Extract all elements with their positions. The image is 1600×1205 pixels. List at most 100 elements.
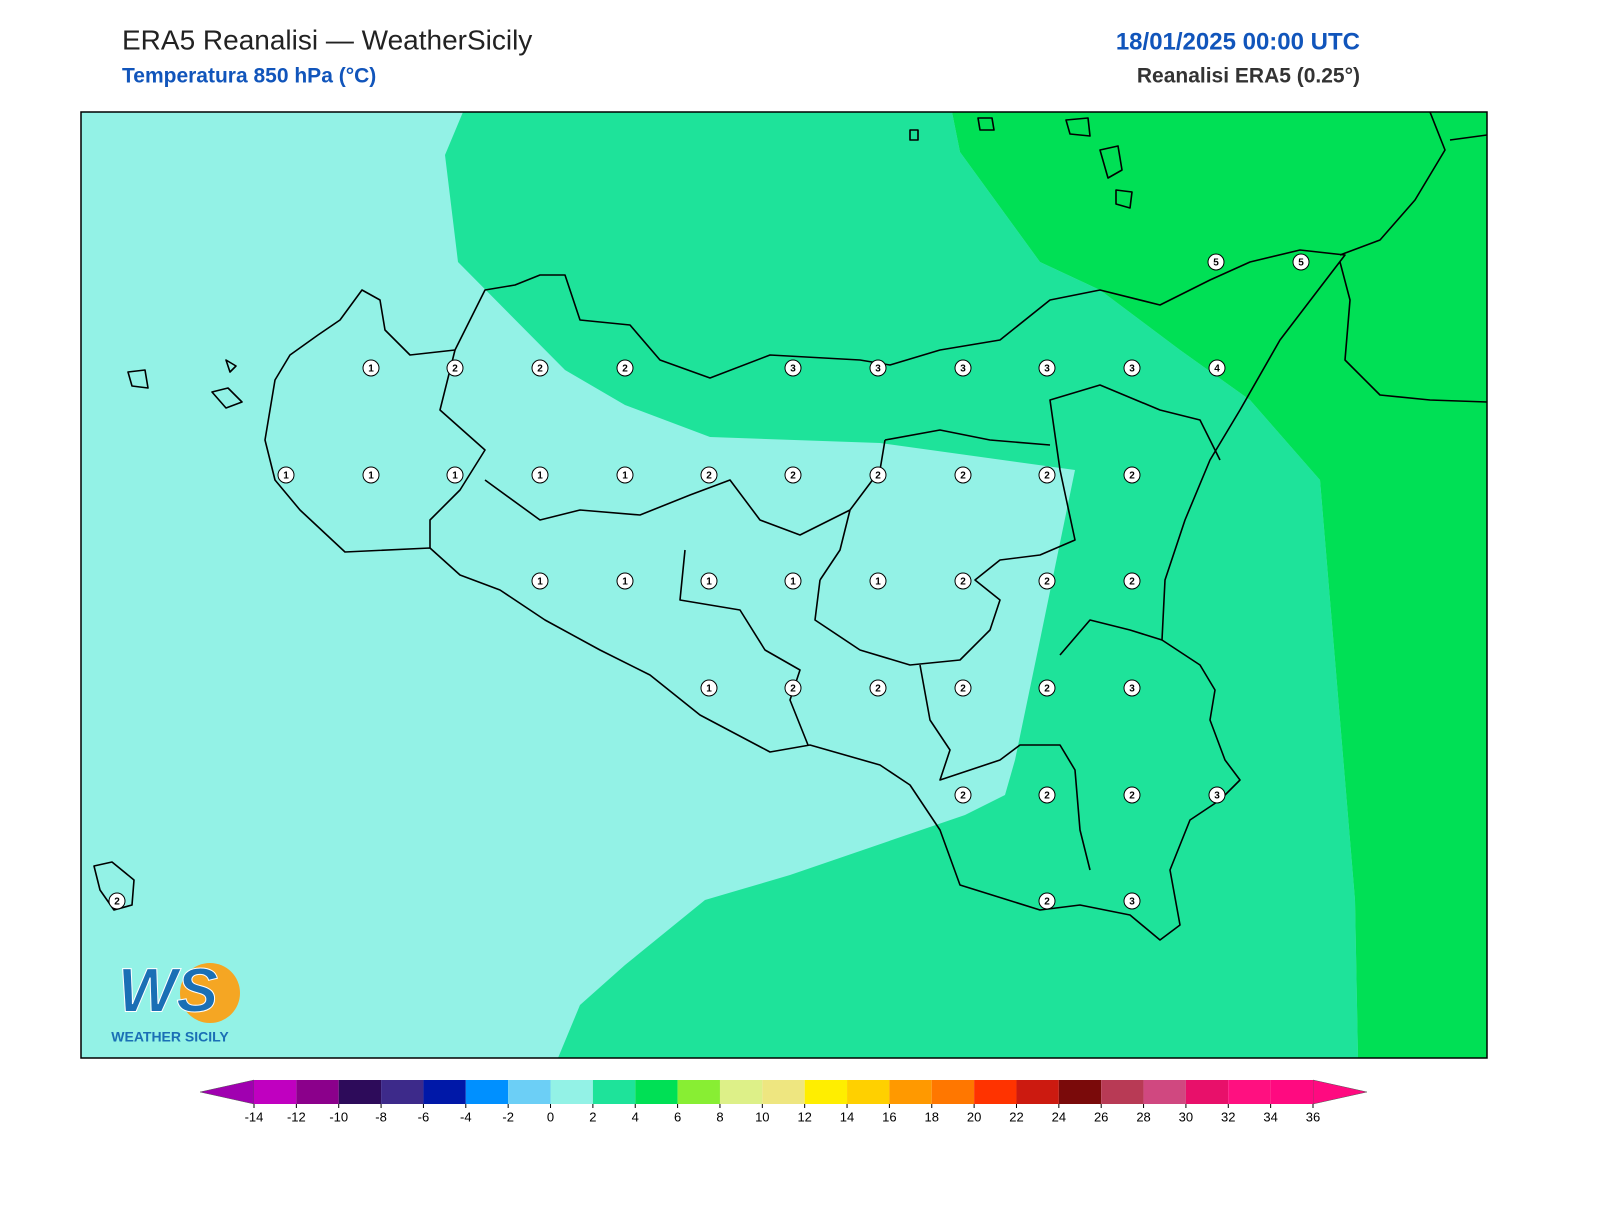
colorbar-segment	[719, 1080, 763, 1104]
station-value: 1	[622, 471, 628, 482]
station-marker	[954, 679, 972, 697]
station-marker	[1038, 786, 1056, 804]
station-value: 1	[368, 471, 374, 482]
station-marker	[362, 359, 380, 377]
station-marker	[1038, 572, 1056, 590]
station-marker	[1123, 786, 1141, 804]
colorbar-segment	[592, 1080, 636, 1104]
station-marker	[1038, 892, 1056, 910]
station-value: 3	[1129, 364, 1135, 375]
coastline	[1339, 112, 1487, 403]
station-marker	[446, 359, 464, 377]
station-marker	[1123, 679, 1141, 697]
colorbar-tick-label: 18	[925, 1109, 939, 1124]
colorbar-tick-label: 30	[1179, 1109, 1193, 1124]
station-value: 1	[452, 471, 458, 482]
station-value: 2	[960, 791, 966, 802]
station-marker	[784, 679, 802, 697]
station-marker	[1038, 679, 1056, 697]
colorbar-segment	[296, 1080, 339, 1104]
station-value: 1	[706, 577, 712, 588]
colorbar-tick-label: 10	[755, 1109, 769, 1124]
island	[93, 117, 1133, 911]
station-marker	[954, 572, 972, 590]
colorbar-segment	[1228, 1080, 1271, 1104]
station-marker	[954, 359, 972, 377]
station-value: 4	[1214, 364, 1220, 375]
colorbar-tick-label: -14	[245, 1109, 264, 1124]
station-marker	[700, 572, 718, 590]
station-marker	[362, 466, 380, 484]
station-value: 1	[537, 577, 543, 588]
station-value: 3	[1044, 364, 1050, 375]
station-value: 2	[1044, 791, 1050, 802]
colorbar-tick-label: 16	[882, 1109, 896, 1124]
station-value: 1	[283, 471, 289, 482]
station-value: 3	[875, 364, 881, 375]
colorbar-tick-label: 20	[967, 1109, 981, 1124]
map-frame	[80, 111, 1488, 1059]
station-value: 2	[1044, 897, 1050, 908]
station-value: 2	[706, 471, 712, 482]
station-value: 3	[790, 364, 796, 375]
colorbar-segment	[889, 1080, 932, 1104]
station-value: 2	[1044, 577, 1050, 588]
title: ERA5 Reanalisi — WeatherSicily	[122, 24, 532, 55]
colorbar-segment	[1143, 1080, 1186, 1104]
station-marker	[784, 572, 802, 590]
station-marker	[784, 359, 802, 377]
colorbar-under	[199, 1079, 255, 1105]
station-marker	[108, 892, 126, 910]
station-marker	[616, 359, 634, 377]
colorbar-segment	[1058, 1080, 1102, 1104]
colorbar-tick-label: 26	[1094, 1109, 1108, 1124]
station-value: 5	[1298, 258, 1304, 269]
station-value: 2	[790, 471, 796, 482]
colorbar-segment	[804, 1080, 848, 1104]
colorbar-segment	[381, 1080, 424, 1104]
station-value: 2	[960, 684, 966, 695]
station-marker	[784, 466, 802, 484]
station-value: 1	[875, 577, 881, 588]
colorbar-tick-label: 6	[674, 1109, 681, 1124]
colorbar-tick-label: 36	[1306, 1109, 1320, 1124]
station-value: 2	[790, 684, 796, 695]
station-marker	[1038, 466, 1056, 484]
station-marker	[1123, 359, 1141, 377]
colorbar-tick-label: -10	[329, 1109, 348, 1124]
station-marker	[446, 466, 464, 484]
station-marker	[954, 786, 972, 804]
station-value: 2	[1129, 577, 1135, 588]
station-marker	[700, 466, 718, 484]
colorbar-tick-label: -2	[502, 1109, 514, 1124]
colorbar-tick-label: 28	[1136, 1109, 1150, 1124]
station-marker	[700, 679, 718, 697]
colorbar-segment	[847, 1080, 890, 1104]
station-marker	[869, 359, 887, 377]
colorbar-segment	[635, 1080, 678, 1104]
station-value: 1	[537, 471, 543, 482]
station-marker	[531, 466, 549, 484]
colorbar-segment	[1185, 1080, 1229, 1104]
station-value: 1	[368, 364, 374, 375]
station-value: 2	[1129, 471, 1135, 482]
colorbar-tick-label: 8	[716, 1109, 723, 1124]
station-value: 2	[1129, 791, 1135, 802]
colorbar-segment	[1016, 1080, 1059, 1104]
station-value: 2	[537, 364, 543, 375]
colorbar-segment	[338, 1080, 382, 1104]
colorbar-segment	[1270, 1080, 1313, 1104]
colorbar-segment	[508, 1080, 551, 1104]
colorbar-tick-label: 12	[797, 1109, 811, 1124]
station-value: 2	[960, 471, 966, 482]
colorbar-tick-label: 14	[840, 1109, 854, 1124]
station-value: 2	[875, 471, 881, 482]
colorbar-segment	[677, 1080, 720, 1104]
colorbar-tick-label: 22	[1009, 1109, 1023, 1124]
coastline	[264, 249, 1346, 941]
station-marker	[869, 466, 887, 484]
map	[81, 112, 1487, 1058]
station-marker	[1123, 466, 1141, 484]
temp-zone	[952, 112, 1487, 1058]
province-border	[429, 349, 1221, 871]
